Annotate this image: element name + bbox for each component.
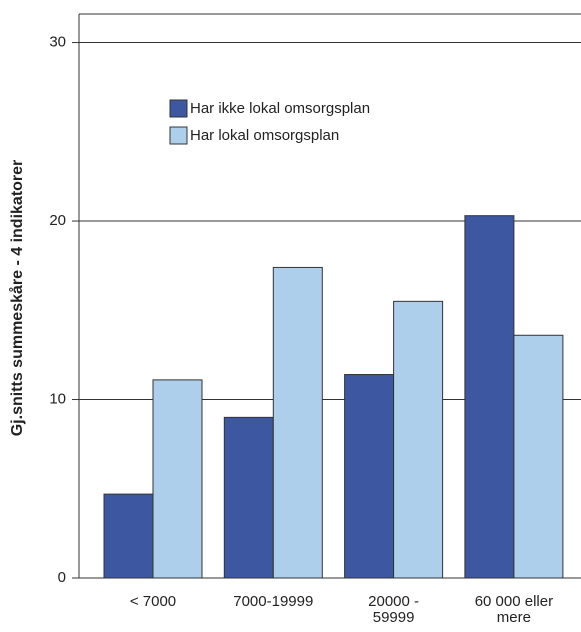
- bar: [464, 215, 515, 579]
- bar: [152, 379, 203, 579]
- y-tick-label: 30: [49, 34, 66, 51]
- y-tick-label: 10: [49, 390, 66, 407]
- x-tick-label: 7000-19999: [233, 593, 314, 610]
- legend-label: Har ikke lokal omsorgsplan: [190, 100, 370, 117]
- x-tick-label: 20000 - 59999: [368, 593, 420, 626]
- legend-swatch: [169, 126, 188, 145]
- bar: [344, 374, 395, 579]
- bar: [103, 493, 154, 579]
- bar: [223, 416, 274, 579]
- x-tick-label: 60 000 eller mere: [474, 593, 554, 626]
- y-tick-label: 20: [49, 212, 66, 229]
- bar: [272, 266, 323, 579]
- x-tick-label: < 7000: [129, 593, 177, 610]
- legend-swatch: [169, 99, 188, 118]
- y-tick-label: 0: [58, 569, 66, 586]
- y-axis-label: Gj.snitts summeskåre - 4 indikatorer: [8, 160, 26, 437]
- legend-label: Har lokal omsorgsplan: [190, 127, 339, 144]
- bar: [393, 300, 444, 579]
- bar: [513, 334, 564, 579]
